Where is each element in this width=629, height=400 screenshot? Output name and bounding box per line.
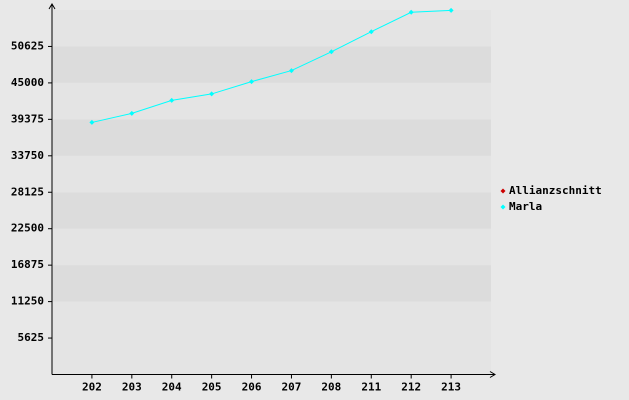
grid-band [52,228,491,266]
x-tick-label: 212 [401,381,421,394]
y-tick-label: 16875 [11,258,44,271]
x-tick-label: 211 [361,381,381,394]
y-tick-label: 11250 [11,295,44,308]
grid-band [52,119,491,156]
y-tick-label: 28125 [11,185,44,198]
grid-band [52,265,491,302]
x-tick-label: 213 [441,381,461,394]
grid-band [52,155,491,193]
x-tick-label: 204 [162,381,182,394]
point [328,49,334,55]
grid-band [52,10,491,47]
grid-band [52,301,491,339]
point [408,9,414,15]
x-tick-label: 207 [282,381,302,394]
point [249,79,255,85]
point [368,29,374,35]
point [89,119,95,125]
y-tick-label: 39375 [11,112,44,125]
x-tick-label: 206 [242,381,262,394]
point [129,110,135,116]
legend-marker [500,204,506,210]
line [91,9,452,123]
y-tick-label: 5625 [18,331,45,344]
grid-band [52,46,491,83]
grid-band [52,338,491,375]
grid-band [52,82,491,120]
point [169,97,175,103]
x-tick-label: 205 [202,381,222,394]
legend-label: Marla [509,200,542,213]
y-tick-label: 45000 [11,76,44,89]
y-arrow [48,3,56,10]
x-arrow [489,371,496,378]
legend-label: Allianzschnitt [509,184,602,197]
y-tick-label: 33750 [11,149,44,162]
x-tick-label: 203 [122,381,142,394]
point [288,68,294,74]
x-tick-label: 208 [321,381,341,394]
x-tick-label: 202 [82,381,102,394]
y-tick-label: 22500 [11,222,44,235]
y-tick-label: 50625 [11,39,44,52]
point [448,7,454,13]
legend-marker [500,188,506,194]
point [209,91,215,97]
grid-band [52,192,491,229]
